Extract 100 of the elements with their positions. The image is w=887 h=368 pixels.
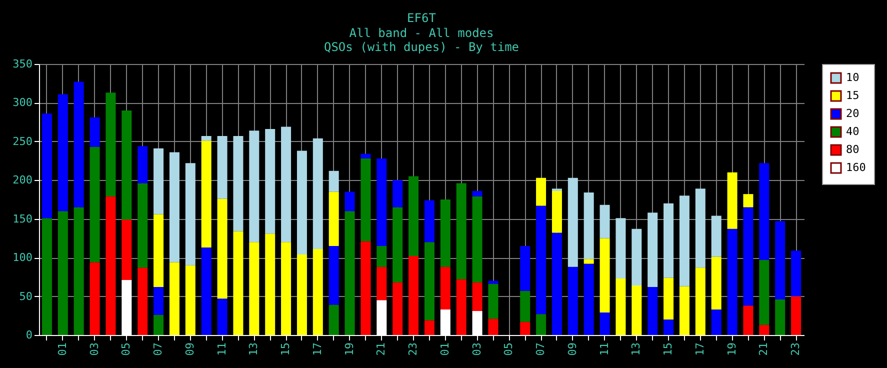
x-tick-label: 17	[310, 342, 324, 356]
x-tick-label: 09	[566, 342, 579, 356]
bar	[328, 246, 339, 305]
bar	[695, 188, 706, 268]
x-tick-label: 03	[470, 342, 484, 356]
bar	[392, 180, 403, 208]
bar	[169, 152, 180, 262]
bar	[376, 246, 387, 267]
bar	[328, 170, 339, 192]
bar	[679, 196, 690, 286]
bar	[584, 259, 594, 264]
x-tick-label: 23	[406, 342, 420, 356]
y-tick-label: 200	[12, 174, 32, 187]
bar	[616, 278, 626, 335]
x-tick-label: 15	[279, 342, 292, 356]
bar	[360, 241, 371, 335]
x-tick-label: 07	[152, 342, 165, 356]
bar	[440, 266, 450, 310]
bar	[265, 234, 276, 335]
bar	[536, 314, 546, 335]
bar	[90, 262, 100, 335]
bar	[424, 320, 434, 335]
bar	[632, 285, 642, 335]
bar	[154, 148, 164, 214]
bar	[711, 309, 722, 335]
y-tick-label: 300	[12, 96, 32, 110]
bar	[90, 146, 100, 262]
bar	[138, 146, 148, 184]
bar	[520, 246, 530, 291]
bar	[122, 110, 132, 220]
bar	[711, 216, 722, 257]
y-tick-label: 0	[26, 328, 32, 342]
bar	[472, 282, 482, 311]
bar	[552, 190, 562, 233]
bar	[217, 136, 228, 199]
bar	[122, 220, 132, 280]
legend-label: 20	[846, 107, 860, 120]
bar	[344, 192, 355, 212]
bar	[664, 203, 674, 278]
x-tick-label: 01	[56, 342, 69, 356]
x-tick-label: 11	[598, 342, 611, 356]
x-tick-label: 15	[662, 342, 675, 356]
bar	[711, 256, 722, 310]
bar	[201, 248, 212, 335]
bar	[456, 279, 466, 335]
bar	[360, 158, 371, 242]
bar	[775, 221, 786, 300]
x-tick-label: 05	[502, 342, 516, 356]
bar	[584, 264, 594, 335]
bar	[106, 196, 116, 335]
x-tick-label: 03	[88, 342, 101, 356]
legend-label: 80	[846, 143, 860, 156]
bar	[664, 278, 674, 320]
x-tick-label: 07	[534, 342, 548, 356]
bar	[42, 114, 52, 218]
bar	[679, 286, 690, 335]
bar	[632, 228, 642, 286]
bar	[42, 218, 52, 335]
bar	[185, 163, 196, 266]
bar	[743, 194, 754, 208]
bar	[568, 178, 578, 267]
bar	[552, 232, 562, 335]
bar	[392, 282, 403, 335]
bar	[281, 126, 292, 242]
x-tick-label: 05	[120, 342, 133, 356]
bar	[472, 190, 482, 196]
bar	[74, 207, 84, 335]
bar	[154, 314, 164, 335]
bar	[616, 218, 626, 278]
bar	[600, 238, 610, 313]
bar	[344, 211, 355, 335]
bar	[727, 172, 738, 229]
legend-label: 15	[846, 89, 860, 102]
x-tick-label: 17	[693, 342, 706, 356]
bar	[600, 204, 610, 238]
bar	[296, 254, 307, 335]
bar	[58, 211, 68, 335]
bar	[759, 324, 770, 335]
bar	[472, 196, 482, 282]
y-tick-label: 100	[12, 251, 32, 264]
bar	[600, 312, 610, 335]
bar	[138, 183, 148, 268]
bar	[664, 320, 674, 335]
bar	[584, 192, 594, 260]
bar	[648, 212, 658, 287]
bar	[217, 298, 228, 335]
bar	[648, 286, 658, 335]
legend-label: 40	[846, 125, 860, 138]
x-tick-label: 13	[247, 342, 260, 356]
bar	[233, 231, 244, 335]
bar	[743, 306, 754, 335]
bar	[296, 150, 307, 254]
bar	[791, 296, 802, 335]
y-tick-label: 350	[12, 58, 32, 70]
bar	[360, 154, 371, 158]
bar	[281, 242, 292, 335]
x-tick-label: 01	[438, 342, 452, 356]
x-tick-label: 19	[725, 342, 738, 356]
bar	[520, 322, 530, 335]
bar	[185, 265, 196, 335]
